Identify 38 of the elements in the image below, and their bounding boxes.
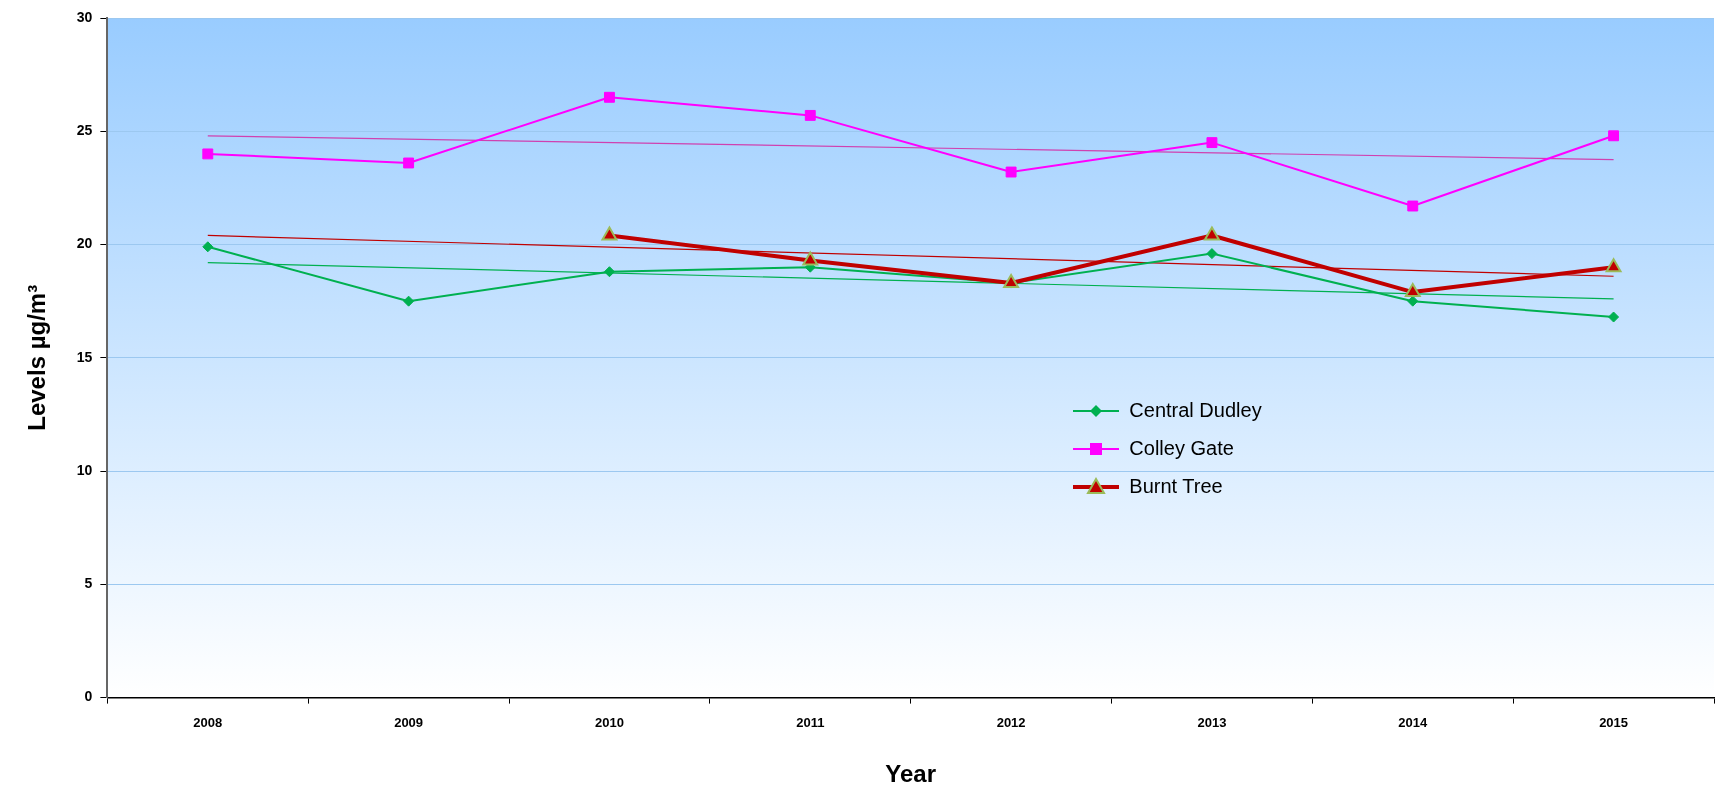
y-tick-label: 20 bbox=[76, 235, 93, 252]
point bbox=[603, 91, 615, 103]
point bbox=[1206, 248, 1218, 260]
x-axis-title: Year bbox=[885, 760, 937, 788]
point bbox=[1204, 226, 1220, 241]
point bbox=[403, 157, 415, 169]
y-tick-label: 25 bbox=[76, 122, 93, 139]
point bbox=[1608, 311, 1620, 323]
y-tick-label: 30 bbox=[76, 8, 93, 25]
point bbox=[202, 241, 214, 253]
point bbox=[1605, 258, 1622, 273]
point bbox=[601, 226, 618, 241]
y-tick-label: 5 bbox=[84, 575, 93, 592]
point bbox=[202, 148, 214, 160]
point bbox=[1005, 166, 1017, 178]
legend-label: Central Dudley bbox=[1129, 399, 1262, 423]
x-tick-label: 2012 bbox=[996, 714, 1026, 730]
x-tick-label: 2008 bbox=[193, 714, 223, 730]
point bbox=[1407, 200, 1419, 212]
x-tick-label: 2011 bbox=[796, 714, 825, 730]
legend-label: Burnt Tree bbox=[1129, 475, 1223, 499]
legend-label: Colley Gate bbox=[1129, 437, 1234, 461]
x-tick-label: 2014 bbox=[1398, 714, 1428, 730]
y-tick-label: 15 bbox=[76, 348, 93, 365]
point bbox=[1404, 283, 1421, 298]
point bbox=[804, 109, 816, 121]
point bbox=[403, 295, 415, 307]
point bbox=[1608, 130, 1620, 142]
y-axis-title: Levels µg/m³ bbox=[23, 284, 51, 431]
x-tick-label: 2015 bbox=[1599, 714, 1629, 730]
y-tick-label: 10 bbox=[76, 461, 93, 478]
x-tick-label: 2010 bbox=[594, 714, 624, 730]
y-tick-label: 0 bbox=[84, 688, 93, 705]
x-tick-label: 2013 bbox=[1197, 714, 1227, 730]
x-tick-label: 2009 bbox=[394, 714, 424, 730]
point bbox=[603, 266, 615, 278]
point bbox=[802, 251, 819, 266]
point bbox=[1206, 137, 1218, 149]
